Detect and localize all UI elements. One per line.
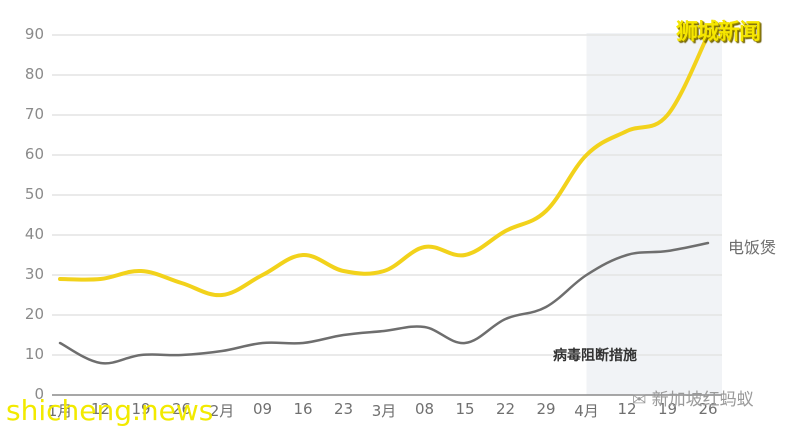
x-tick-label: 2月 xyxy=(209,402,235,420)
y-tick-label: 80 xyxy=(24,65,44,83)
watermark-bottom: shicheng.news xyxy=(6,394,214,427)
y-tick-label: 90 xyxy=(24,25,44,43)
x-tick-label: 29 xyxy=(536,400,556,418)
x-tick-label: 12 xyxy=(617,400,637,418)
watermark-wechat: ✉ 新加坡红蚂蚁 xyxy=(632,390,754,410)
x-tick-label: 3月 xyxy=(371,402,397,420)
series-line-rice-cooker xyxy=(58,241,710,365)
x-tick-label: 16 xyxy=(293,400,313,418)
x-tick-label: 15 xyxy=(455,400,475,418)
x-tick-label: 26 xyxy=(171,400,192,418)
x-tick-label: 08 xyxy=(414,400,435,418)
x-tick-label: 22 xyxy=(495,400,516,418)
x-tick-label: 19 xyxy=(131,400,151,418)
x-tick-label: 19 xyxy=(657,400,678,418)
x-tick-label: 23 xyxy=(333,400,354,418)
x-tick-label: 26 xyxy=(698,400,718,418)
x-tick-label: 09 xyxy=(252,400,273,418)
y-tick-label: 10 xyxy=(24,345,44,363)
series-label-rice-cooker: 电饭煲 xyxy=(728,238,777,257)
wechat-icon: ✉ xyxy=(632,390,652,410)
y-tick-label: 60 xyxy=(24,145,44,163)
y-tick-label: 0 xyxy=(34,385,44,403)
x-tick-label: 4月 xyxy=(574,402,599,420)
y-tick-label: 50 xyxy=(24,185,44,203)
y-tick-label: 70 xyxy=(24,105,44,123)
shaded-region xyxy=(586,33,722,395)
shaded-region-annotation: 病毒阻断措施 xyxy=(553,348,637,364)
y-tick-label: 20 xyxy=(24,305,44,323)
y-tick-label: 30 xyxy=(24,265,44,283)
x-tick-label: 12 xyxy=(90,400,111,418)
y-tick-label: 40 xyxy=(24,225,44,243)
x-tick-label: 1月 xyxy=(47,402,73,420)
series-line-yellow xyxy=(58,33,710,298)
watermark-top: 狮城新闻 xyxy=(676,20,761,45)
